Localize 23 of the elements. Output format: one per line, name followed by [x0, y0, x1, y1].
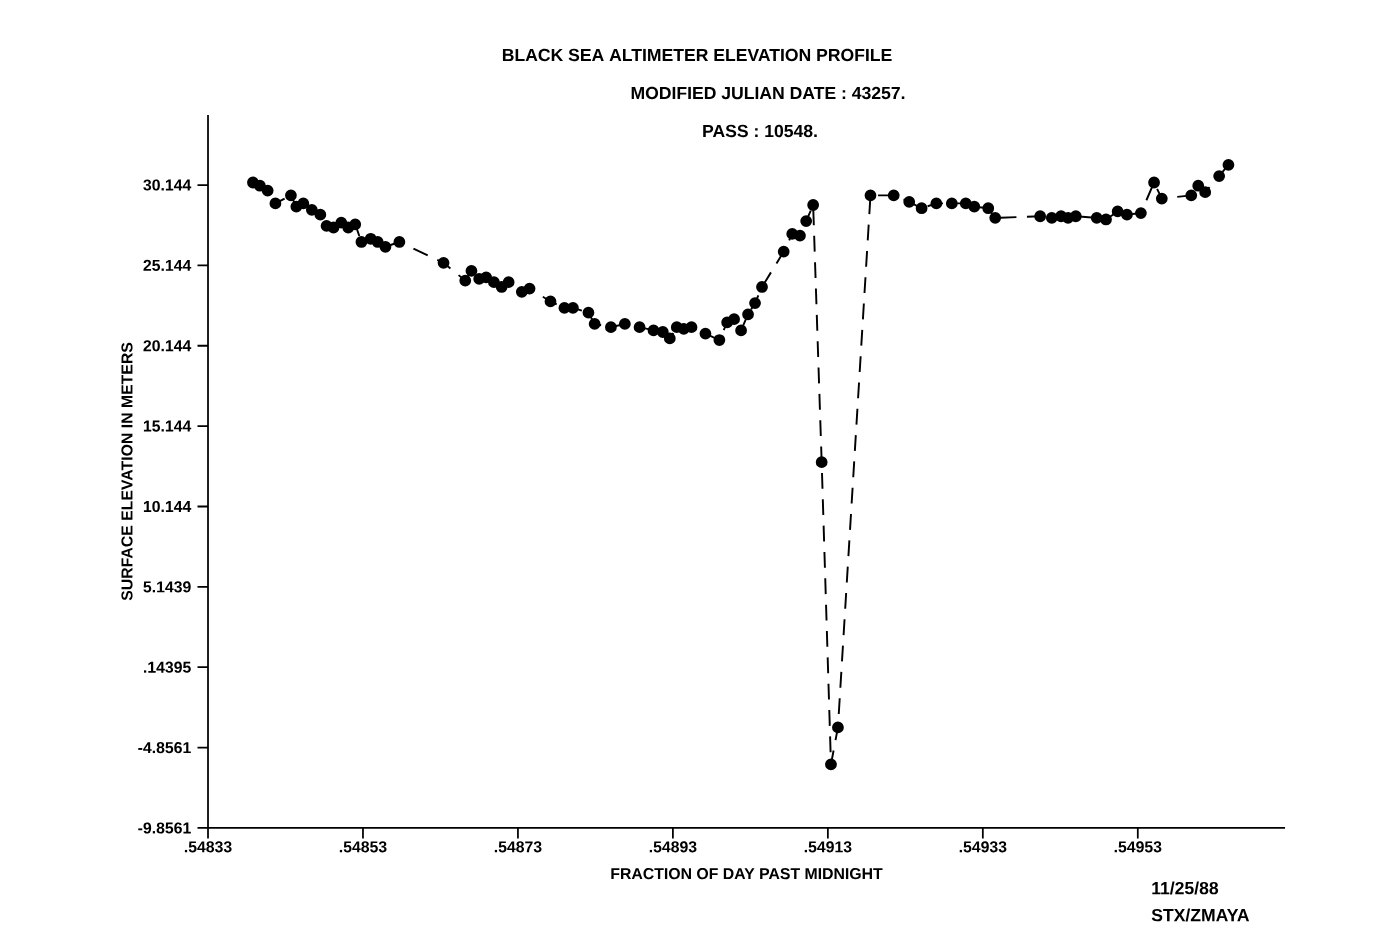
- x-tick-label: .54853: [339, 841, 387, 853]
- x-tick-label: .54873: [494, 841, 542, 853]
- chart-title: BLACK SEA ALTIMETER ELEVATION PROFILE: [502, 48, 892, 62]
- y-tick-label: 20.144: [143, 340, 192, 352]
- y-tick-label: 10.144: [143, 500, 192, 513]
- x-tick-label: .54833: [184, 841, 232, 853]
- text: STX/ZMAYA: [1151, 908, 1250, 922]
- y-tick-label: -9.8561: [138, 822, 191, 834]
- annotation: PASS : 10548.: [703, 124, 817, 138]
- x-axis-title: FRACTION OF DAY PAST MIDNIGHT: [611, 868, 883, 880]
- y-tick-label: 5.1439: [143, 581, 191, 593]
- x-tick-label: .54953: [1114, 841, 1162, 853]
- chart-subtitle: MODIFIED JULIAN DATE : 43257.: [631, 86, 905, 100]
- x-tick-label: .54913: [804, 841, 852, 853]
- y-tick-label: -4.8561: [138, 742, 191, 754]
- x-tick-label: .54893: [649, 841, 697, 853]
- y-axis-title: SURFACE ELEVATION IN METERS: [121, 342, 133, 601]
- y-tick-label: 25.144: [143, 259, 192, 271]
- y-tick-label: 15.144: [143, 420, 192, 432]
- y-tick-label: 30.144: [143, 179, 192, 191]
- text: 11/25/88: [1152, 881, 1219, 895]
- x-tick-label: .54933: [959, 841, 1007, 853]
- y-tick-label: .14395: [144, 661, 191, 673]
